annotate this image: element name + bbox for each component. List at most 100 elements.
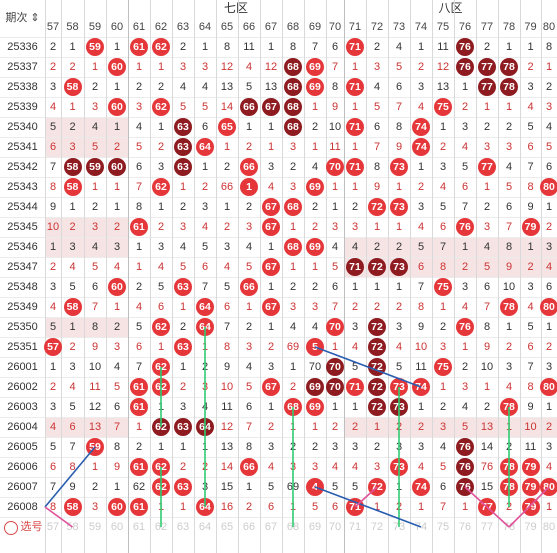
row-shade [344,417,557,437]
pick-radio-icon[interactable] [4,521,18,535]
miss-count-cell: 9 [373,181,381,193]
miss-count-cell: 6 [395,81,403,93]
pick-number-58[interactable]: 58 [66,521,79,533]
miss-count-cell: 4 [439,441,447,453]
miss-count-cell: 7 [439,241,447,253]
miss-count-cell: 3 [91,101,99,113]
miss-count-cell: 7 [395,101,403,113]
miss-count-cell: 1 [91,181,99,193]
miss-count-cell: 1 [267,41,275,53]
number-ball-78: 78 [500,398,518,416]
row-divider [0,137,557,138]
miss-count-cell: 7 [245,421,253,433]
pick-number-69[interactable]: 69 [308,521,322,533]
column-header-69: 69 [308,21,322,33]
pick-label[interactable]: 选号 [20,521,43,533]
pick-number-66[interactable]: 66 [242,521,256,533]
row-divider [0,297,557,298]
pick-number-64[interactable]: 64 [198,521,212,533]
miss-count-cell: 4 [267,181,275,193]
miss-count-cell: 1 [461,341,469,353]
pick-number-74[interactable]: 74 [414,521,428,533]
number-ball-58: 58 [63,78,82,96]
miss-count-cell: 1 [527,41,534,53]
miss-count-cell: 1 [505,41,513,53]
miss-count-cell: 4 [113,261,121,273]
miss-count-cell: 2 [505,501,513,513]
number-ball-70: 70 [326,158,344,176]
number-ball-57: 57 [44,338,62,356]
number-ball-63: 63 [174,338,192,356]
pick-number-65[interactable]: 65 [220,521,234,533]
miss-count-cell: 7 [461,201,469,213]
number-ball-67: 67 [262,198,280,216]
miss-count-cell: 1 [311,141,319,153]
pick-number-70[interactable]: 70 [328,521,342,533]
miss-count-cell: 5 [461,161,469,173]
miss-count-cell: 3 [331,441,339,453]
pick-number-62[interactable]: 62 [154,521,168,533]
pick-number-57[interactable]: 57 [46,521,60,533]
pick-number-76[interactable]: 76 [458,521,472,533]
miss-count-cell: 2 [179,321,187,333]
miss-count-cell: 7 [223,321,231,333]
miss-count-cell: 6 [245,401,253,413]
miss-count-cell: 2 [311,281,319,293]
miss-count-cell: 3 [245,341,253,353]
miss-count-cell: 2 [49,61,57,73]
miss-count-cell: 1 [461,241,469,253]
miss-count-cell: 3 [331,221,339,233]
miss-count-cell: 7 [439,501,447,513]
miss-count-cell: 69 [286,481,300,493]
miss-count-cell: 1 [157,201,165,213]
miss-count-cell: 2 [373,241,381,253]
miss-count-cell: 2 [483,41,491,53]
pick-number-77[interactable]: 77 [480,521,494,533]
miss-count-cell: 4 [49,101,57,113]
miss-count-cell: 1 [179,441,187,453]
miss-count-cell: 11 [243,41,255,53]
pick-number-67[interactable]: 67 [264,521,278,533]
pick-number-61[interactable]: 61 [132,521,146,533]
pick-number-75[interactable]: 75 [436,521,450,533]
miss-count-cell: 6 [527,141,534,153]
miss-count-cell: 4 [201,81,209,93]
miss-count-cell: 2 [373,41,381,53]
pick-number-60[interactable]: 60 [110,521,124,533]
number-ball-62: 62 [152,418,170,436]
miss-count-cell: 2 [461,261,469,273]
miss-count-cell: 3 [545,241,553,253]
miss-count-cell: 4 [311,161,319,173]
miss-count-cell: 7 [49,161,57,173]
miss-count-cell: 1 [331,201,339,213]
number-ball-74: 74 [412,378,430,396]
period-cell: 26002 [7,381,38,393]
pick-number-59[interactable]: 59 [88,521,102,533]
miss-count-cell: 8 [545,41,553,53]
miss-count-cell: 2 [135,281,143,293]
col-divider [260,0,261,553]
number-ball-71: 71 [346,78,364,96]
miss-count-cell: 1 [201,441,209,453]
period-header[interactable]: 期次 ⇕ [5,12,40,24]
miss-count-cell: 4 [157,261,165,273]
pick-number-73[interactable]: 73 [392,521,406,533]
number-ball-78: 78 [500,458,518,476]
miss-count-cell: 5 [223,281,231,293]
pick-number-63[interactable]: 63 [176,521,190,533]
number-ball-71: 71 [346,258,364,276]
pick-number-79[interactable]: 79 [524,521,537,533]
pick-number-68[interactable]: 68 [286,521,300,533]
miss-count-cell: 4 [331,241,339,253]
column-header-73: 73 [392,21,406,33]
pick-number-72[interactable]: 72 [370,521,384,533]
pick-number-71[interactable]: 71 [348,521,362,533]
pick-number-78[interactable]: 78 [502,521,516,533]
miss-count-cell: 3 [545,441,553,453]
number-ball-61: 61 [130,458,148,476]
pick-number-80[interactable]: 80 [542,521,556,533]
miss-count-cell: 2 [545,341,553,353]
miss-count-cell: 13 [88,421,102,433]
number-ball-73: 73 [390,198,408,216]
miss-count-cell: 1 [439,301,447,313]
